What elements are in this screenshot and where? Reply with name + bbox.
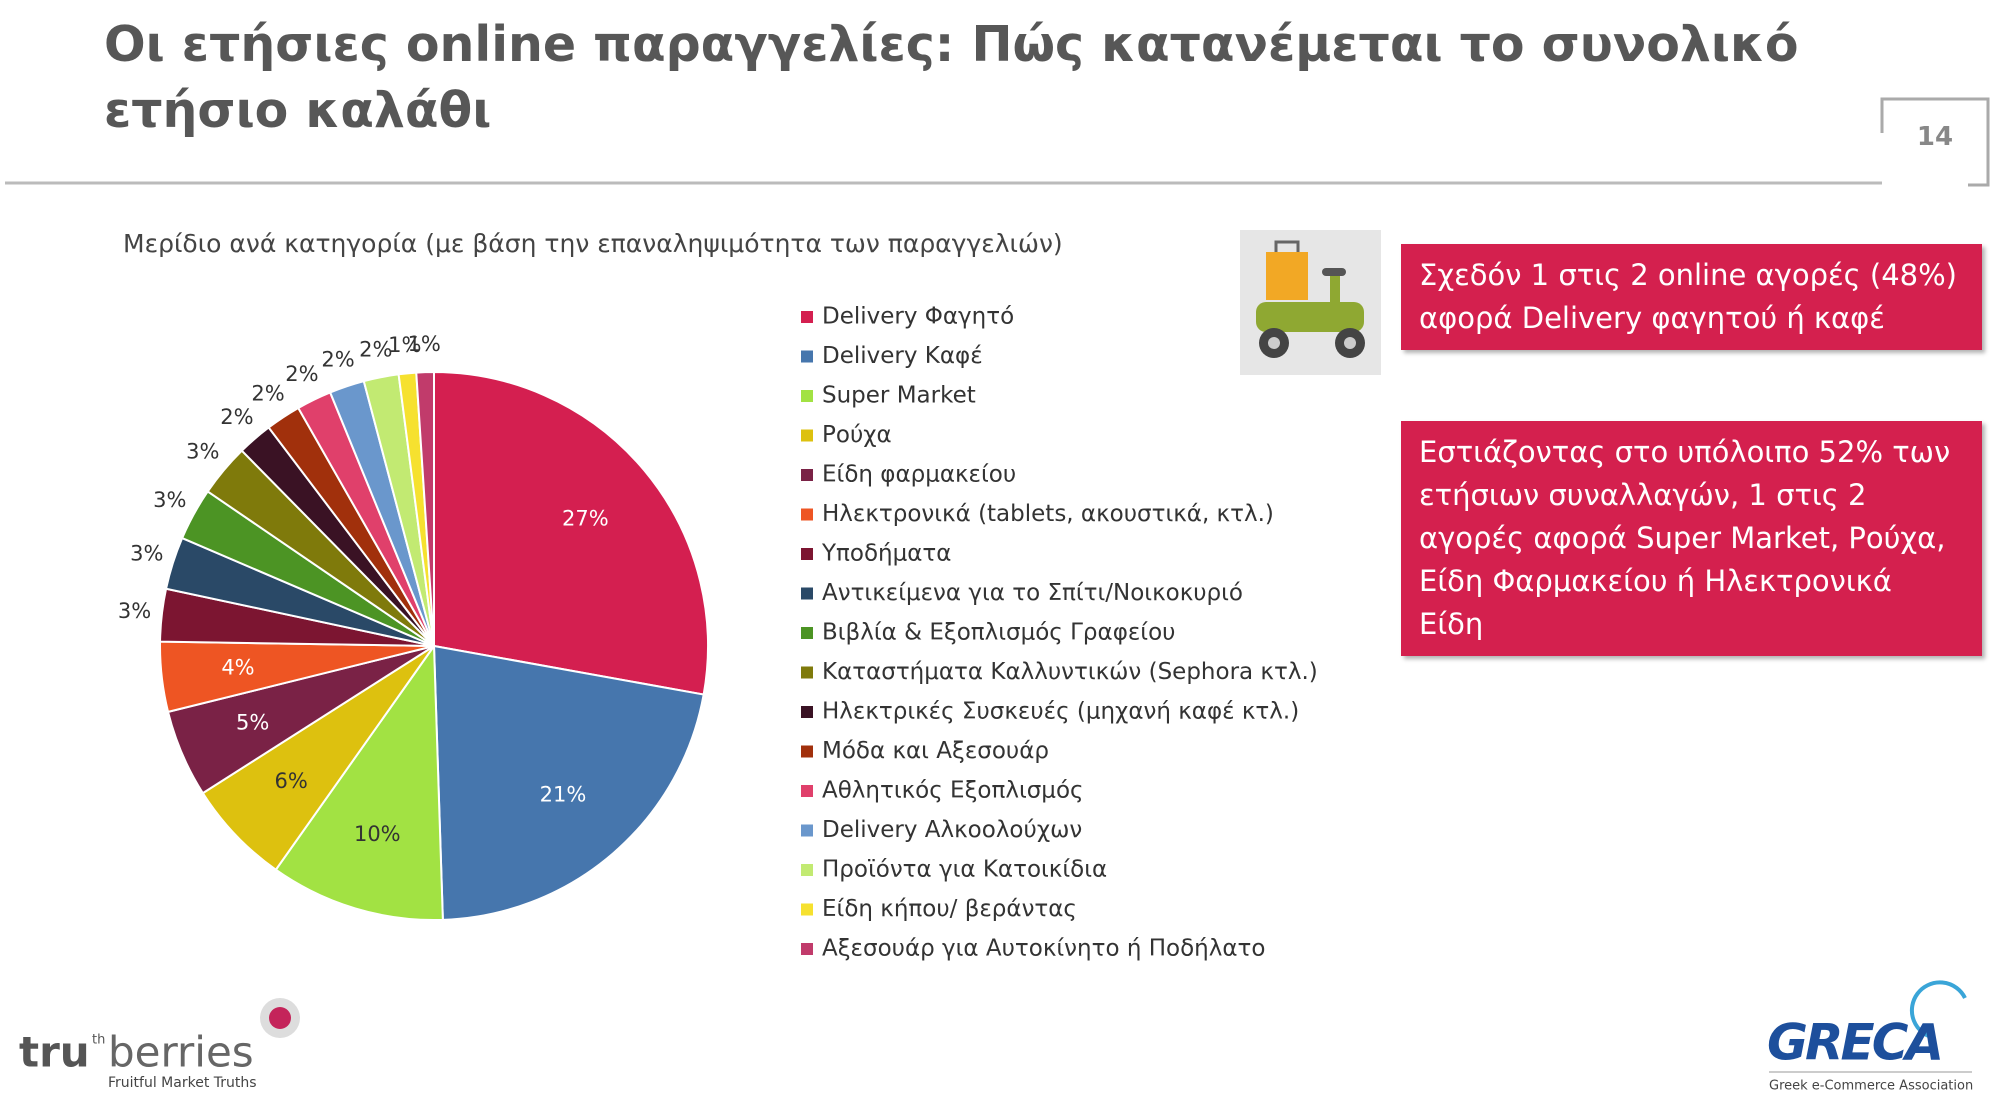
truberries-logo: tru th berries Fruitful Market Truths xyxy=(19,998,300,1091)
data-label: 5% xyxy=(236,711,269,735)
data-label: 6% xyxy=(274,769,307,793)
data-label: 3% xyxy=(118,599,151,623)
data-label: 3% xyxy=(153,488,186,512)
delivery-icon xyxy=(1240,230,1381,375)
legend-label: Προϊόντα για Κατοικίδια xyxy=(822,857,1107,883)
data-label: 3% xyxy=(130,542,163,566)
callout: Σχεδόν 1 στις 2 online αγορές (48%) αφορ… xyxy=(1401,244,1982,350)
legend-label: Αθλητικός Εξοπλισμός xyxy=(822,778,1084,804)
legend-label: Βιβλία & Εξοπλισμός Γραφείου xyxy=(822,620,1175,646)
legend-swatch xyxy=(801,311,813,323)
legend-swatch xyxy=(801,350,813,363)
legend-label: Αξεσουάρ για Αυτοκίνητο ή Ποδήλατο xyxy=(822,936,1265,962)
logo-text: GRECA xyxy=(1767,1014,1941,1072)
page-bracket xyxy=(1880,97,1990,187)
data-label: 2% xyxy=(285,362,318,386)
legend-label: Μόδα και Αξεσουάρ xyxy=(822,738,1049,764)
legend-swatch xyxy=(801,824,813,837)
logo-text: th xyxy=(92,1033,105,1048)
legend-label: Ηλεκτρικές Συσκευές (μηχανή καφέ κτλ.) xyxy=(822,699,1299,725)
pie-slice xyxy=(415,370,435,647)
legend-swatch xyxy=(801,627,813,639)
legend-label: Ρούχα xyxy=(822,422,892,448)
pie-slice xyxy=(433,370,709,696)
legend-swatch xyxy=(801,666,813,679)
pie-slice xyxy=(432,644,705,921)
data-label: 10% xyxy=(354,822,401,846)
legend-label: Είδη κήπου/ βεράντας xyxy=(822,896,1077,922)
callout: Εστιάζοντας στο υπόλοιπο 52% των ετήσιων… xyxy=(1401,421,1982,656)
logo-tagline: Greek e-Commerce Association xyxy=(1769,1079,1973,1094)
pie-slice xyxy=(274,642,444,921)
legend-swatch xyxy=(801,745,813,758)
legend-swatch xyxy=(801,429,813,442)
legend-swatch xyxy=(801,508,813,521)
data-label: 2% xyxy=(251,381,284,405)
logo-tagline: Fruitful Market Truths xyxy=(108,1075,257,1091)
legend-swatch xyxy=(801,469,813,481)
data-label: 4% xyxy=(221,655,254,679)
legend-label: Είδη φαρμακείου xyxy=(822,462,1016,488)
greca-logo: GRECA Greek e-Commerce Association xyxy=(1767,980,1973,1094)
legend-label: Αντικείμενα για το Σπίτι/Νοικοκυριό xyxy=(822,580,1243,606)
legend-swatch xyxy=(801,587,813,600)
legend-swatch xyxy=(801,390,813,402)
legend-label: Delivery Αλκοολούχων xyxy=(822,817,1082,843)
data-label: 21% xyxy=(540,782,587,806)
data-label: 2% xyxy=(220,405,253,429)
logo-text: berries xyxy=(108,1028,254,1077)
data-label: 1% xyxy=(388,333,421,357)
legend-label: Delivery Φαγητό xyxy=(822,304,1014,330)
legend-label: Υποδήματα xyxy=(821,541,951,567)
data-label: 2% xyxy=(359,337,392,361)
legend-label: Καταστήματα Καλλυντικών (Sephora κτλ.) xyxy=(822,659,1318,685)
data-label: 27% xyxy=(562,506,609,530)
legend-swatch xyxy=(801,943,813,955)
data-label: 2% xyxy=(321,347,354,371)
legend-label: Delivery Καφέ xyxy=(822,343,983,369)
chart-title: Μερίδιο ανά κατηγορία (με βάση την επανα… xyxy=(123,229,1063,258)
legend-swatch xyxy=(801,903,813,916)
data-label: 1% xyxy=(408,332,441,356)
data-label: 3% xyxy=(186,440,219,464)
legend-swatch xyxy=(801,706,813,718)
legend-swatch xyxy=(801,548,813,560)
slide-title: Οι ετήσιες online παραγγελίες: Πώς καταν… xyxy=(104,16,1799,139)
legend-label: Ηλεκτρονικά (tablets, ακουστικά, κτλ.) xyxy=(822,501,1274,527)
legend-swatch xyxy=(801,785,813,797)
logo-text: tru xyxy=(19,1028,90,1077)
legend-swatch xyxy=(801,864,813,876)
legend-label: Super Market xyxy=(822,383,976,409)
page-number: 14 xyxy=(1916,122,1954,152)
